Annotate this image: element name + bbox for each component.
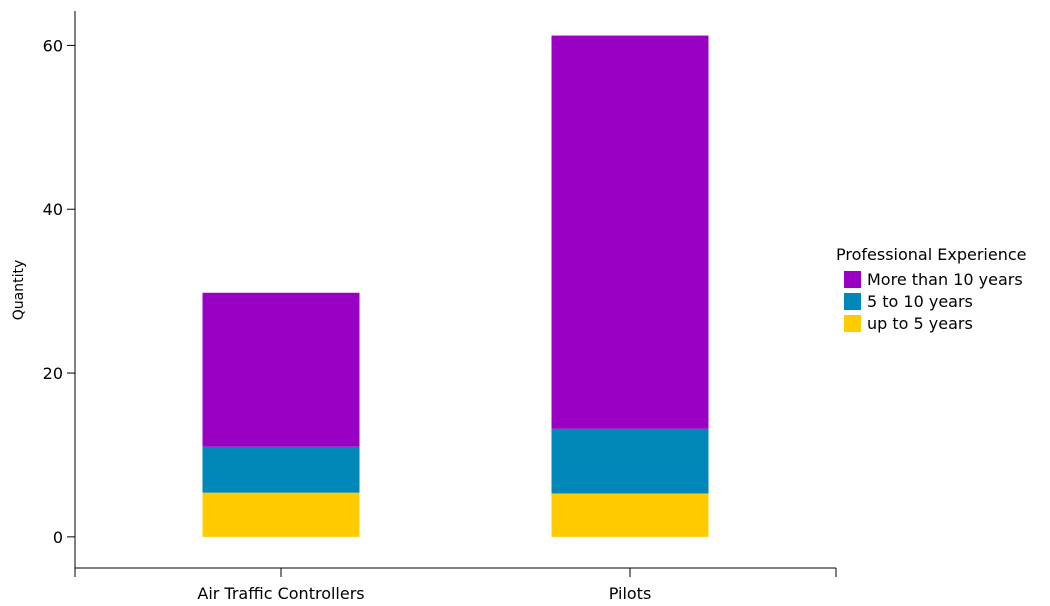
y-axis-ticks: 0 20 40 60 bbox=[43, 36, 75, 546]
bar-segment-pilots-more-than-10-years bbox=[552, 36, 709, 429]
legend-item-more-than-10-years: More than 10 years bbox=[844, 268, 1026, 290]
y-tick-label: 40 bbox=[43, 200, 63, 219]
x-tick-label: Pilots bbox=[609, 584, 652, 603]
y-tick-label: 20 bbox=[43, 364, 63, 383]
y-tick-label: 0 bbox=[53, 528, 63, 547]
y-axis-label: Quantity bbox=[11, 260, 27, 321]
bar-segment-pilots-up-to-5-years bbox=[552, 493, 709, 536]
bar-segment-pilots-5-to-10-years bbox=[552, 429, 709, 494]
legend-item-5-to-10-years: 5 to 10 years bbox=[844, 290, 1026, 312]
legend-swatch bbox=[844, 271, 861, 288]
bar-segment-atc-up-to-5-years bbox=[203, 493, 360, 537]
bars-group bbox=[203, 36, 709, 537]
x-axis-ticks: Air Traffic Controllers Pilots bbox=[197, 568, 651, 603]
bar-segment-atc-more-than-10-years bbox=[203, 293, 360, 447]
legend-label: 5 to 10 years bbox=[867, 292, 973, 311]
legend-item-up-to-5-years: up to 5 years bbox=[844, 312, 1026, 334]
bar-segment-atc-5-to-10-years bbox=[203, 447, 360, 493]
legend-label: up to 5 years bbox=[867, 314, 973, 333]
legend: Professional Experience More than 10 yea… bbox=[836, 245, 1026, 334]
y-tick-label: 60 bbox=[43, 36, 63, 55]
legend-items: More than 10 years 5 to 10 years up to 5 y… bbox=[836, 268, 1026, 334]
legend-title: Professional Experience bbox=[836, 245, 1026, 265]
legend-label: More than 10 years bbox=[867, 270, 1023, 289]
legend-swatch bbox=[844, 315, 861, 332]
x-tick-label: Air Traffic Controllers bbox=[197, 584, 364, 603]
legend-swatch bbox=[844, 293, 861, 310]
